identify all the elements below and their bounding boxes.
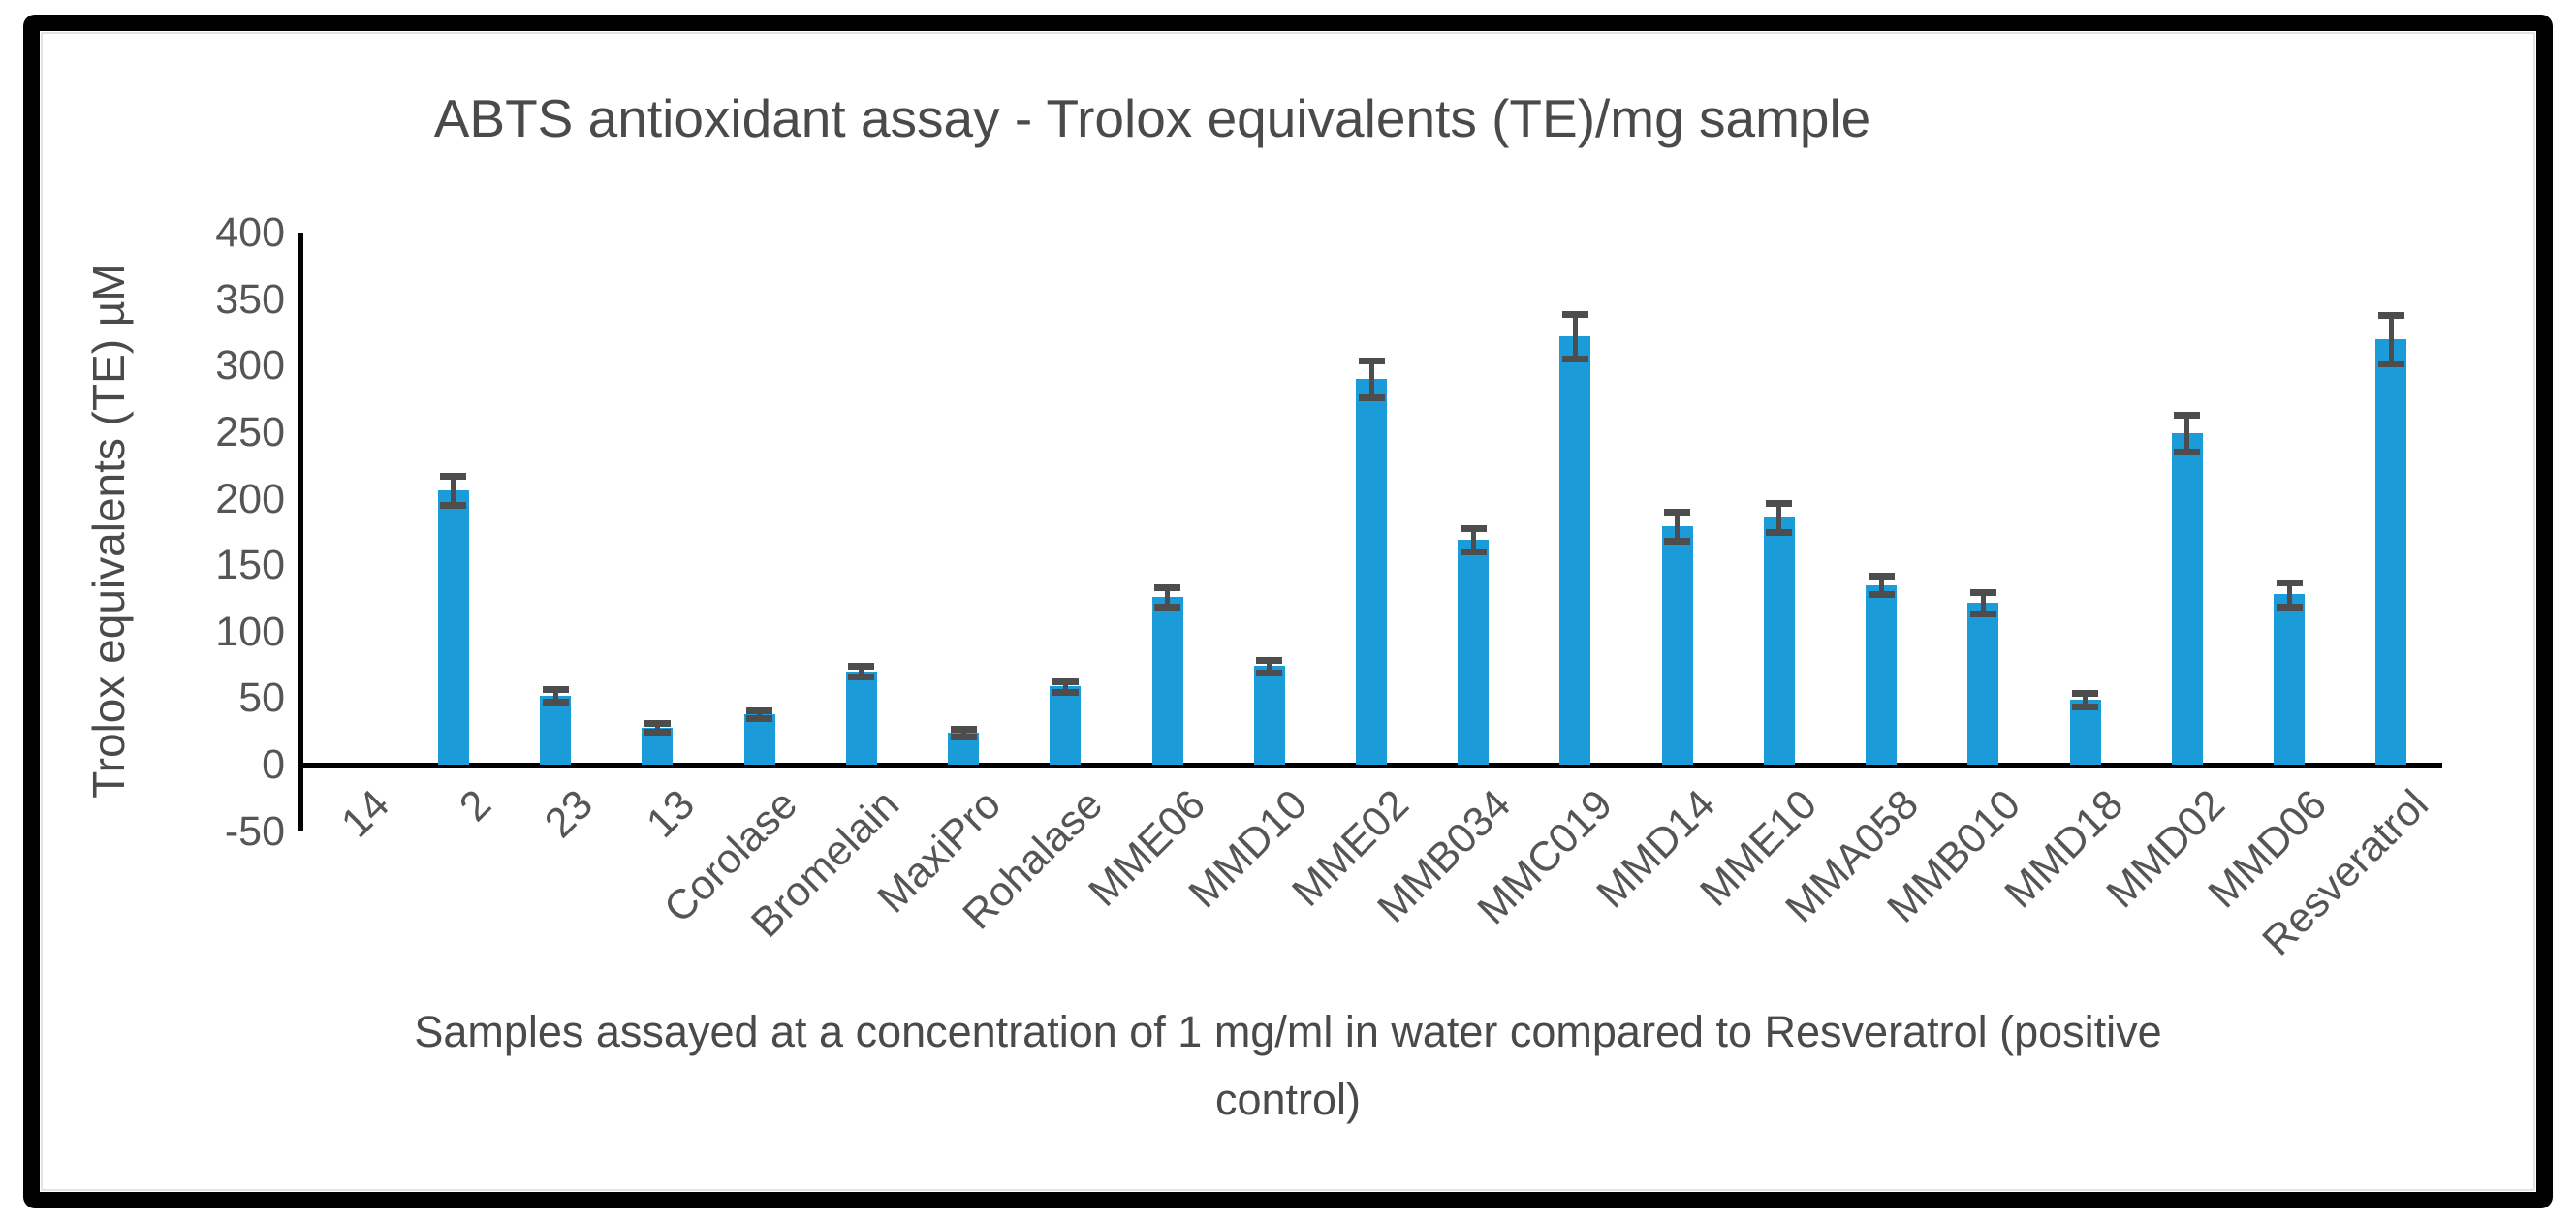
error-bar-cap	[2377, 360, 2404, 367]
error-bar-cap	[1256, 670, 1283, 677]
error-bar-cap	[2174, 449, 2201, 456]
error-bar-whisker	[2083, 692, 2089, 706]
x-axis-line	[300, 763, 2442, 768]
chart-frame	[23, 15, 2553, 1208]
bar	[1661, 526, 1693, 765]
error-bar-whisker	[1878, 576, 1884, 595]
error-bar-cap	[1766, 528, 1793, 536]
error-bar-cap	[1052, 677, 1079, 685]
bar	[1050, 686, 1082, 765]
error-bar-cap	[1969, 610, 1996, 617]
error-bar-whisker	[960, 728, 966, 737]
chart-title: ABTS antioxidant assay - Trolox equivale…	[433, 88, 1871, 148]
error-bar-whisker	[1062, 680, 1068, 692]
bar	[845, 671, 877, 765]
error-bar-whisker	[1470, 527, 1476, 552]
x-axis-caption: Samples assayed at a concentration of 1 …	[414, 1007, 2162, 1124]
error-bar-cap	[1868, 573, 1895, 580]
error-bar-cap	[950, 725, 977, 733]
y-tick-label: 0	[262, 741, 285, 788]
bar	[2274, 594, 2306, 765]
bar	[1866, 584, 1898, 765]
error-bar-cap	[1052, 688, 1079, 696]
error-bar-cap	[1358, 357, 1385, 364]
error-bar-whisker	[1368, 360, 1374, 398]
error-bar-cap	[1561, 310, 1588, 318]
bar	[540, 695, 572, 765]
error-bar-cap	[1664, 509, 1691, 517]
error-bar-cap	[950, 734, 977, 741]
error-bar-cap	[542, 685, 569, 693]
error-bar-cap	[1868, 591, 1895, 599]
error-bar-cap	[746, 706, 773, 714]
error-bar-cap	[2072, 689, 2099, 697]
error-bar-cap	[1460, 524, 1487, 532]
y-tick-label: -50	[224, 807, 285, 855]
bar	[1253, 666, 1285, 765]
error-bar-whisker	[1165, 587, 1171, 607]
y-tick-label: 150	[215, 542, 285, 589]
error-bar-cap	[440, 502, 467, 510]
bar	[2375, 338, 2407, 765]
error-bar-whisker	[757, 709, 763, 718]
y-tick-label: 50	[238, 674, 285, 722]
error-bar-cap	[1969, 588, 1996, 596]
error-bar-cap	[2072, 703, 2099, 710]
bar	[1458, 540, 1490, 765]
y-tick-label: 100	[215, 608, 285, 655]
error-bar-cap	[644, 728, 671, 736]
error-bar-cap	[1664, 538, 1691, 546]
error-bar-cap	[644, 720, 671, 728]
bar	[1151, 597, 1183, 765]
error-bar-whisker	[859, 666, 864, 677]
bar	[1356, 378, 1387, 765]
error-bar-cap	[1766, 499, 1793, 507]
error-bar-whisker	[1980, 591, 1986, 613]
error-bar-whisker	[1675, 512, 1681, 542]
y-tick-label: 350	[215, 275, 285, 323]
error-bar-cap	[1154, 603, 1181, 611]
bar	[1763, 517, 1795, 765]
y-tick-label: 400	[215, 209, 285, 256]
error-bar-whisker	[1776, 502, 1782, 532]
error-bar-cap	[1358, 394, 1385, 402]
error-bar-cap	[848, 663, 875, 671]
error-bar-cap	[542, 699, 569, 706]
error-bar-cap	[746, 714, 773, 722]
error-bar-cap	[1256, 656, 1283, 664]
error-bar-whisker	[1572, 313, 1578, 360]
error-bar-whisker	[2184, 415, 2190, 453]
error-bar-cap	[2174, 412, 2201, 420]
chart-frame-inner-line	[41, 32, 2535, 1191]
y-tick-label: 250	[215, 408, 285, 455]
error-bar-cap	[2276, 603, 2303, 611]
error-bar-whisker	[2388, 315, 2394, 363]
y-tick-label: 300	[215, 342, 285, 390]
error-bar-whisker	[552, 688, 558, 703]
error-bar-cap	[2377, 312, 2404, 320]
bar	[1967, 602, 1999, 765]
error-bar-cap	[2276, 579, 2303, 586]
error-bar-cap	[1154, 584, 1181, 592]
error-bar-whisker	[654, 723, 660, 732]
error-bar-whisker	[2286, 581, 2292, 607]
bar	[2171, 433, 2203, 765]
bar	[437, 490, 469, 765]
y-tick-label: 200	[215, 475, 285, 522]
error-bar-whisker	[1267, 659, 1272, 674]
error-bar-cap	[848, 674, 875, 681]
error-bar-cap	[440, 473, 467, 481]
bar	[743, 713, 775, 765]
error-bar-whisker	[451, 476, 456, 506]
bar	[1559, 336, 1591, 765]
y-axis-line	[298, 233, 303, 831]
error-bar-cap	[1460, 549, 1487, 556]
error-bar-cap	[1561, 356, 1588, 363]
bar	[2069, 699, 2101, 765]
